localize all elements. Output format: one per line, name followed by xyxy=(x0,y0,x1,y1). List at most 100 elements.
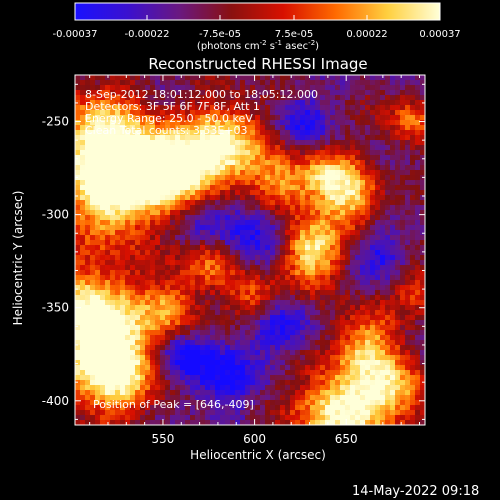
heatmap-cell xyxy=(305,370,311,376)
heatmap-cell xyxy=(235,120,241,126)
heatmap-cell xyxy=(215,235,221,241)
heatmap-cell xyxy=(365,395,371,401)
heatmap-cell xyxy=(310,415,316,421)
heatmap-cell xyxy=(330,125,336,131)
heatmap-cell xyxy=(200,260,206,266)
heatmap-cell xyxy=(240,85,246,91)
heatmap-cell xyxy=(100,370,106,376)
heatmap-cell xyxy=(405,415,411,421)
heatmap-cell xyxy=(205,145,211,151)
heatmap-cell xyxy=(90,245,96,251)
heatmap-cell xyxy=(140,180,146,186)
heatmap-cell xyxy=(275,255,281,261)
heatmap-cell xyxy=(90,360,96,366)
colorbar xyxy=(74,2,441,21)
heatmap-cell xyxy=(115,210,121,216)
heatmap-cell xyxy=(205,255,211,261)
heatmap-cell xyxy=(160,205,166,211)
heatmap-cell xyxy=(250,355,256,361)
heatmap-cell xyxy=(195,115,201,121)
heatmap-cell xyxy=(305,275,311,281)
heatmap-cell xyxy=(235,415,241,421)
heatmap-cell xyxy=(320,125,326,131)
heatmap-cell xyxy=(320,415,326,421)
heatmap-cell xyxy=(325,145,331,151)
heatmap-cell xyxy=(235,250,241,256)
heatmap-cell xyxy=(390,165,396,171)
heatmap-cell xyxy=(305,115,311,121)
heatmap-cell xyxy=(420,165,426,171)
heatmap-cell xyxy=(195,135,201,141)
heatmap-cell xyxy=(305,410,311,416)
heatmap-cell xyxy=(140,210,146,216)
heatmap-cell xyxy=(325,280,331,286)
heatmap-cell xyxy=(320,130,326,136)
heatmap-cell xyxy=(225,245,231,251)
heatmap-cell xyxy=(180,285,186,291)
heatmap-cell xyxy=(100,80,106,86)
heatmap-cell xyxy=(280,320,286,326)
heatmap-cell xyxy=(170,355,176,361)
heatmap-cell xyxy=(410,85,416,91)
heatmap-cell xyxy=(200,305,206,311)
heatmap-cell xyxy=(110,130,116,136)
heatmap-cell xyxy=(345,205,351,211)
heatmap-cell xyxy=(275,310,281,316)
heatmap-cell xyxy=(385,140,391,146)
heatmap-cell xyxy=(390,400,396,406)
heatmap-cell xyxy=(405,210,411,216)
heatmap-cell xyxy=(405,300,411,306)
heatmap-cell xyxy=(75,350,81,356)
heatmap-cell xyxy=(395,175,401,181)
heatmap-cell xyxy=(90,170,96,176)
heatmap-cell xyxy=(195,290,201,296)
heatmap-cell xyxy=(350,165,356,171)
heatmap-cell xyxy=(215,285,221,291)
heatmap-cell xyxy=(355,290,361,296)
heatmap-cell xyxy=(235,75,241,81)
heatmap-cell xyxy=(320,345,326,351)
heatmap-cell xyxy=(180,110,186,116)
heatmap-cell xyxy=(85,370,91,376)
heatmap-cell xyxy=(350,85,356,91)
heatmap-cell xyxy=(135,95,141,101)
heatmap-cell xyxy=(325,385,331,391)
heatmap-cell xyxy=(140,285,146,291)
heatmap-cell xyxy=(250,315,256,321)
heatmap-cell xyxy=(280,405,286,411)
heatmap-cell xyxy=(245,420,251,426)
heatmap-cell xyxy=(155,85,161,91)
heatmap-cell xyxy=(360,200,366,206)
heatmap-cell xyxy=(305,235,311,241)
heatmap-cell xyxy=(350,290,356,296)
heatmap-cell xyxy=(150,235,156,241)
heatmap-cell xyxy=(170,220,176,226)
heatmap-cell xyxy=(370,320,376,326)
heatmap-cell xyxy=(85,365,91,371)
heatmap-cell xyxy=(380,190,386,196)
heatmap-cell xyxy=(300,205,306,211)
heatmap-cell xyxy=(375,360,381,366)
heatmap-cell xyxy=(175,235,181,241)
heatmap-cell xyxy=(385,315,391,321)
heatmap-cell xyxy=(330,145,336,151)
heatmap-cell xyxy=(185,130,191,136)
heatmap-cell xyxy=(100,255,106,261)
heatmap-cell xyxy=(295,175,301,181)
heatmap-cell xyxy=(325,325,331,331)
heatmap-cell xyxy=(130,300,136,306)
heatmap-cell xyxy=(310,225,316,231)
heatmap-cell xyxy=(80,100,86,106)
heatmap-cell xyxy=(130,405,136,411)
heatmap-cell xyxy=(150,355,156,361)
heatmap-cell xyxy=(335,345,341,351)
heatmap-cell xyxy=(270,275,276,281)
heatmap-cell xyxy=(100,170,106,176)
heatmap-cell xyxy=(215,330,221,336)
heatmap-cell xyxy=(220,255,226,261)
heatmap-cell xyxy=(140,275,146,281)
heatmap-cell xyxy=(230,75,236,81)
heatmap-cell xyxy=(215,165,221,171)
heatmap-cell xyxy=(150,325,156,331)
heatmap-cell xyxy=(215,345,221,351)
